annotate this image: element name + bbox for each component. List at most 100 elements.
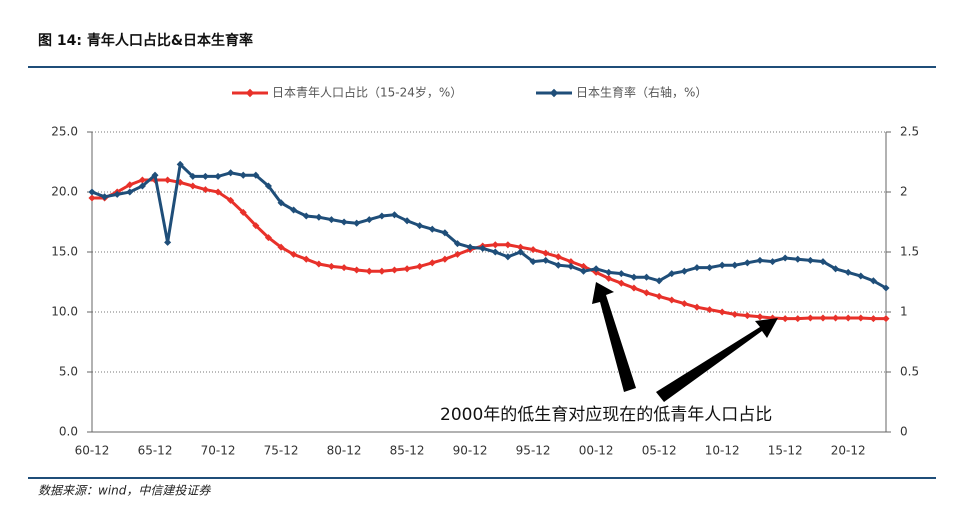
point [844,314,852,322]
point [819,314,827,322]
point [176,160,184,168]
x-tick-label: 90-12 [453,444,488,458]
point [756,313,764,321]
point [857,272,865,280]
point [126,188,134,196]
point [832,265,840,273]
point [756,256,764,264]
point [869,315,877,323]
point [88,194,96,202]
legend-marker [245,88,255,98]
point [542,256,550,264]
x-tick-label: 00-12 [579,444,614,458]
point [617,279,625,287]
point [806,256,814,264]
x-tick-label: 70-12 [201,444,236,458]
point [479,244,487,252]
point [428,259,436,267]
arrow [656,318,778,402]
point [554,261,562,269]
point [88,188,96,196]
point [680,300,688,308]
point [680,267,688,275]
point [189,182,197,190]
point [239,171,247,179]
point [567,262,575,270]
x-tick-label: 80-12 [327,444,362,458]
y2-tick-label: 1 [900,305,908,319]
point [378,267,386,275]
x-tick-label: 60-12 [75,444,110,458]
chart-title: 图 14: 青年人口占比&日本生育率 [38,32,253,49]
point [781,315,789,323]
point [252,222,260,230]
legend-marker [549,88,559,98]
point [542,249,550,257]
point [164,176,172,184]
point [390,266,399,274]
point [857,314,865,322]
point [441,255,449,263]
point [201,172,209,180]
point [353,219,361,227]
series-line [92,178,886,321]
point [315,213,323,221]
point [113,190,121,198]
point [214,188,222,196]
point [655,277,663,285]
source: 数据来源：wind，中信建投证券 [38,484,211,498]
y2-tick-label: 1.5 [900,245,919,259]
y-tick-label: 15.0 [51,245,78,259]
point [302,212,310,220]
point [794,315,802,323]
point [327,216,335,224]
point [302,255,310,263]
point [718,261,726,269]
arrow [592,282,636,392]
legend-label: 日本生育率（右轴，%） [576,85,707,100]
point [643,289,651,297]
point [340,218,348,226]
x-tick-label: 05-12 [642,444,677,458]
x-tick-label: 85-12 [390,444,425,458]
point [529,246,537,254]
point [164,238,172,246]
y-tick-label: 5.0 [59,365,78,379]
point [189,172,197,180]
point [516,248,525,256]
y-tick-label: 0.0 [59,425,78,439]
point [403,265,411,273]
point [693,264,701,272]
point [353,266,361,274]
point [491,241,499,249]
point [529,258,537,266]
point [327,262,335,270]
legend-label: 日本青年人口占比（15-24岁，%） [272,85,462,100]
y2-tick-label: 0 [900,425,908,439]
point [630,273,638,281]
point [693,303,701,311]
series-line [91,161,887,290]
point [416,262,424,270]
y-tick-label: 20.0 [51,185,78,199]
point [731,261,739,269]
point [138,176,146,184]
point [264,182,272,190]
point [378,212,386,220]
point [579,262,588,270]
y2-tick-label: 2.5 [900,125,919,139]
y-tick-label: 25.0 [51,125,78,139]
point [239,208,247,216]
point [743,259,751,267]
point [466,243,474,251]
point [290,250,298,258]
point [869,277,877,285]
x-tick-label: 10-12 [705,444,740,458]
point [718,308,726,316]
point [844,268,852,276]
point [126,181,134,189]
point [706,306,714,314]
point [781,254,789,262]
